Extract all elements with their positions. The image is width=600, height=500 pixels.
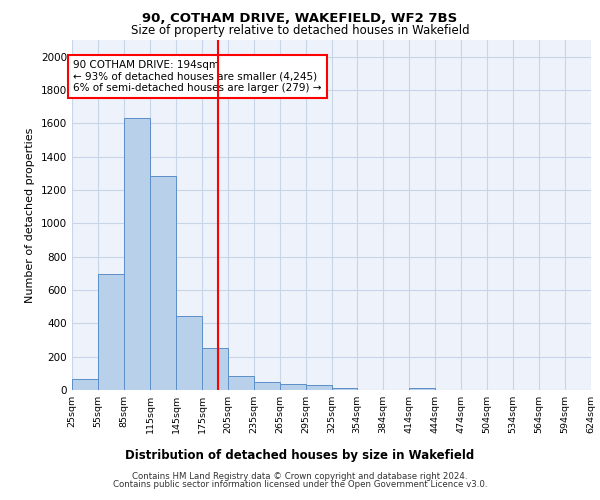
Bar	[228, 376, 254, 390]
Y-axis label: Number of detached properties: Number of detached properties	[25, 128, 35, 302]
Bar	[176, 316, 202, 390]
Bar	[98, 274, 124, 390]
Text: Contains public sector information licensed under the Open Government Licence v3: Contains public sector information licen…	[113, 480, 487, 489]
Bar	[150, 176, 176, 390]
Bar	[72, 379, 98, 390]
Text: Size of property relative to detached houses in Wakefield: Size of property relative to detached ho…	[131, 24, 469, 37]
Bar	[280, 384, 306, 390]
Text: 90, COTHAM DRIVE, WAKEFIELD, WF2 7BS: 90, COTHAM DRIVE, WAKEFIELD, WF2 7BS	[142, 12, 458, 26]
Bar	[202, 348, 228, 390]
Bar	[332, 388, 357, 390]
Bar	[254, 382, 280, 390]
Bar	[306, 386, 332, 390]
Bar	[124, 118, 150, 390]
Text: Distribution of detached houses by size in Wakefield: Distribution of detached houses by size …	[125, 450, 475, 462]
Text: 90 COTHAM DRIVE: 194sqm
← 93% of detached houses are smaller (4,245)
6% of semi-: 90 COTHAM DRIVE: 194sqm ← 93% of detache…	[73, 60, 322, 93]
Text: Contains HM Land Registry data © Crown copyright and database right 2024.: Contains HM Land Registry data © Crown c…	[132, 472, 468, 481]
Bar	[409, 388, 435, 390]
